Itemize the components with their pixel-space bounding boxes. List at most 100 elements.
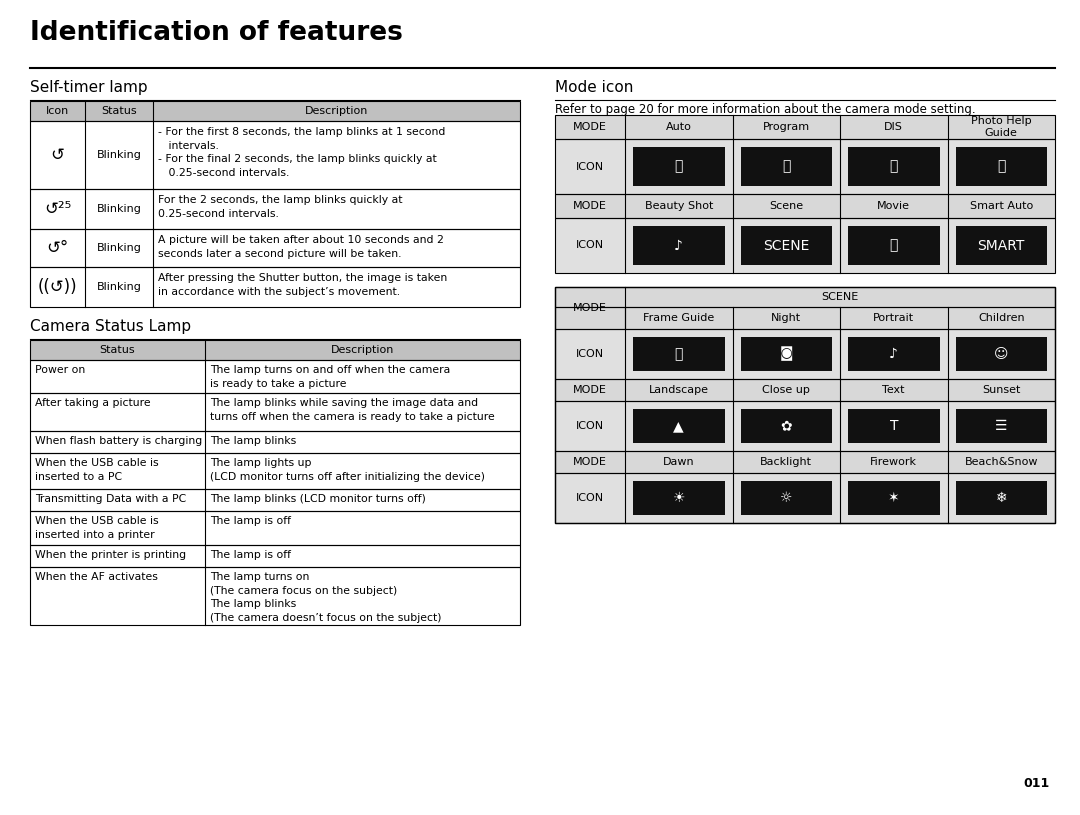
Bar xyxy=(30,453,519,489)
Text: Close up: Close up xyxy=(762,385,810,395)
Bar xyxy=(30,545,519,567)
Bar xyxy=(30,360,519,393)
Text: 📷: 📷 xyxy=(782,160,791,174)
Bar xyxy=(633,481,725,515)
Text: Smart Auto: Smart Auto xyxy=(970,201,1032,211)
Text: Night: Night xyxy=(771,313,801,323)
Bar xyxy=(741,481,832,515)
Bar xyxy=(555,194,1055,218)
Bar xyxy=(555,329,1055,379)
Bar xyxy=(30,431,519,453)
Bar xyxy=(555,218,1055,273)
Text: ◙: ◙ xyxy=(780,346,793,361)
Bar xyxy=(30,121,519,189)
Bar xyxy=(30,360,519,393)
Text: After taking a picture: After taking a picture xyxy=(35,398,150,408)
Text: Blinking: Blinking xyxy=(96,243,141,253)
Text: ⬜: ⬜ xyxy=(675,347,683,361)
Text: Firework: Firework xyxy=(870,457,917,467)
Bar xyxy=(30,545,519,567)
Text: ♪: ♪ xyxy=(674,239,684,253)
Bar xyxy=(555,401,1055,451)
Text: Status: Status xyxy=(99,345,135,355)
Bar xyxy=(633,409,725,443)
Text: - For the first 8 seconds, the lamp blinks at 1 second
   intervals.
- For the f: - For the first 8 seconds, the lamp blin… xyxy=(158,127,445,178)
Text: Blinking: Blinking xyxy=(96,150,141,160)
Bar xyxy=(30,189,519,229)
Text: The lamp lights up
(LCD monitor turns off after initializing the device): The lamp lights up (LCD monitor turns of… xyxy=(210,458,485,482)
Bar xyxy=(633,226,725,265)
Text: The lamp turns on
(The camera focus on the subject)
The lamp blinks
(The camera : The lamp turns on (The camera focus on t… xyxy=(210,572,442,623)
Text: ✋: ✋ xyxy=(890,160,897,174)
Text: Blinking: Blinking xyxy=(96,204,141,214)
Text: SMART: SMART xyxy=(977,239,1025,253)
Text: The lamp is off: The lamp is off xyxy=(210,550,291,560)
Bar xyxy=(741,337,832,371)
Text: ICON: ICON xyxy=(576,161,604,171)
Bar xyxy=(555,379,1055,401)
Text: When the AF activates: When the AF activates xyxy=(35,572,158,582)
Text: ✿: ✿ xyxy=(781,419,792,433)
Bar xyxy=(633,147,725,186)
Text: ICON: ICON xyxy=(576,421,604,431)
Text: Power on: Power on xyxy=(35,365,85,375)
Bar xyxy=(30,267,519,307)
Bar xyxy=(956,147,1047,186)
Text: ☼: ☼ xyxy=(780,491,793,505)
Text: ICON: ICON xyxy=(576,493,604,503)
Bar xyxy=(555,218,1055,273)
Bar xyxy=(848,147,940,186)
Bar xyxy=(555,379,1055,401)
Bar xyxy=(741,147,832,186)
Text: Status: Status xyxy=(102,106,137,116)
Text: Beauty Shot: Beauty Shot xyxy=(645,201,713,211)
Text: Sunset: Sunset xyxy=(982,385,1021,395)
Bar xyxy=(555,451,1055,473)
Bar xyxy=(30,567,519,625)
Text: Movie: Movie xyxy=(877,201,910,211)
Bar xyxy=(848,337,940,371)
Text: Frame Guide: Frame Guide xyxy=(643,313,714,323)
Text: Identification of features: Identification of features xyxy=(30,20,403,46)
Bar xyxy=(30,511,519,545)
Bar xyxy=(555,115,1055,139)
Text: T: T xyxy=(890,419,897,433)
Text: Portrait: Portrait xyxy=(874,313,915,323)
Bar xyxy=(30,101,519,121)
Text: Children: Children xyxy=(977,313,1025,323)
Text: The lamp blinks while saving the image data and
turns off when the camera is rea: The lamp blinks while saving the image d… xyxy=(210,398,495,421)
Bar xyxy=(848,481,940,515)
Text: Description: Description xyxy=(330,345,394,355)
Bar xyxy=(625,287,1055,307)
Bar xyxy=(30,101,519,121)
Text: When the USB cable is
inserted to a PC: When the USB cable is inserted to a PC xyxy=(35,458,159,482)
Text: ☰: ☰ xyxy=(995,419,1008,433)
Bar xyxy=(30,511,519,545)
Bar xyxy=(555,473,1055,523)
Text: ☀: ☀ xyxy=(673,491,685,505)
Text: SCENE: SCENE xyxy=(822,292,859,302)
Text: ▲: ▲ xyxy=(674,419,684,433)
Text: Scene: Scene xyxy=(769,201,804,211)
Bar xyxy=(848,409,940,443)
Bar xyxy=(555,139,1055,194)
Text: Landscape: Landscape xyxy=(649,385,708,395)
Bar xyxy=(555,401,1055,451)
Bar xyxy=(30,340,519,360)
Text: ☺: ☺ xyxy=(994,347,1009,361)
Text: The lamp blinks: The lamp blinks xyxy=(210,436,296,446)
Bar xyxy=(30,489,519,511)
Text: When flash battery is charging: When flash battery is charging xyxy=(35,436,202,446)
Text: Backlight: Backlight xyxy=(760,457,812,467)
Bar xyxy=(555,287,1055,523)
Bar xyxy=(30,121,519,189)
Bar xyxy=(741,409,832,443)
Text: MODE: MODE xyxy=(573,122,607,132)
Bar xyxy=(555,329,1055,379)
Text: ♪: ♪ xyxy=(889,347,899,361)
Text: DIS: DIS xyxy=(885,122,903,132)
Bar xyxy=(555,307,1055,329)
Text: 🎥: 🎥 xyxy=(890,239,897,253)
Bar xyxy=(30,229,519,267)
Text: Text: Text xyxy=(882,385,905,395)
